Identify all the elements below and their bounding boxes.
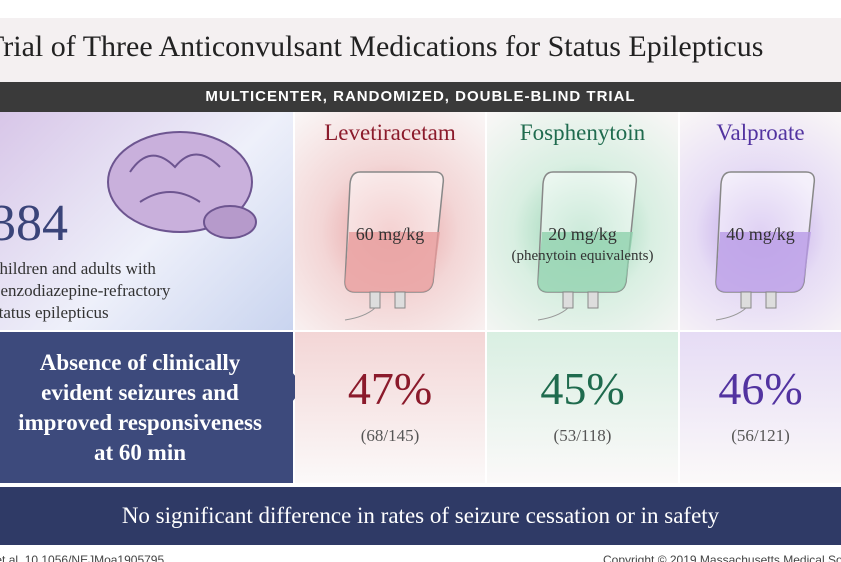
iv-bag [714, 171, 815, 321]
population-count: 384 [0, 195, 68, 252]
arm-panel: Fosphenytoin 20 mg/kg (phenytoin equivalen… [487, 112, 678, 330]
subtitle: MULTICENTER, RANDOMIZED, DOUBLE-BLIND TR… [0, 82, 841, 112]
arm-fraction: (53/118) [553, 426, 612, 445]
arm-result-panel: 45% (53/118) [487, 332, 678, 483]
arm-panel: Levetiracetam 60 mg/kg [295, 112, 485, 330]
text-line: evident seizures and [41, 380, 239, 405]
population-panel: 384 children and adults with benzodiazep… [0, 112, 293, 330]
arm-result-panel: 47% (68/145) [295, 332, 485, 483]
arm-dose: 60 mg/kg [355, 224, 425, 244]
arm-fraction: (56/121) [731, 426, 790, 445]
arm-name: Levetiracetam [324, 120, 456, 145]
outcome-label: Absence of clinically evident seizures a… [0, 348, 290, 468]
brain-icon [107, 131, 257, 239]
text-line: benzodiazepine-refractory [0, 281, 171, 300]
text-line: children and adults with [0, 259, 156, 278]
arm-name: Valproate [716, 120, 805, 145]
text-line: Absence of clinically [39, 350, 241, 375]
arm-dose: 20 mg/kg [548, 224, 617, 244]
arm-result: 45% [540, 363, 625, 414]
iv-bag [536, 171, 637, 321]
arm-fraction: (68/145) [360, 426, 420, 445]
iv-bag [344, 171, 445, 321]
arm-dose-note: (phenytoin equivalents) [511, 248, 654, 264]
conclusion: No significant difference in rates of se… [0, 487, 841, 545]
arm-name: Fosphenytoin [519, 120, 646, 145]
population-desc: children and adults with benzodiazepine-… [0, 258, 170, 324]
arm-dose: 40 mg/kg [726, 224, 795, 244]
title: Trial of Three Anticonvulsant Medication… [0, 30, 764, 63]
text-line: status epilepticus [0, 303, 109, 322]
arm-result: 46% [718, 363, 803, 414]
arm-result: 47% [347, 363, 433, 414]
text-line: at 60 min [94, 440, 186, 465]
title-band [0, 18, 841, 82]
outcome-panel: Absence of clinically evident seizures a… [0, 332, 293, 483]
text-line: improved responsiveness [18, 410, 262, 435]
copyright: Copyright © 2019 Massachusetts Medical S… [603, 553, 841, 562]
citation: Kapur et al. 10.1056/NEJMoa1905795 [0, 553, 165, 562]
arm-panel: Valproate 40 mg/kg [680, 112, 841, 330]
arm-result-panel: 46% (56/121) [680, 332, 841, 483]
